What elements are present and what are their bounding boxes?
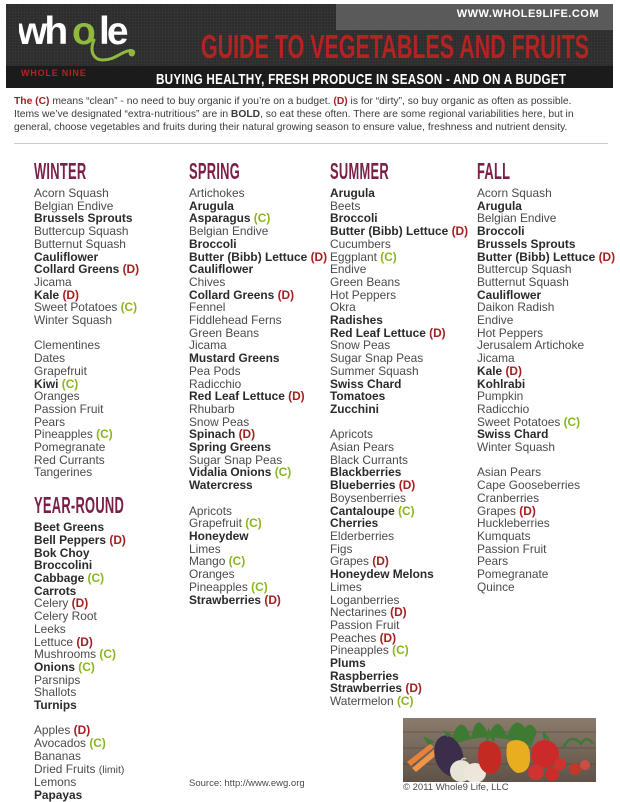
svg-text:le: le — [99, 10, 128, 53]
svg-text:wh: wh — [19, 10, 66, 53]
